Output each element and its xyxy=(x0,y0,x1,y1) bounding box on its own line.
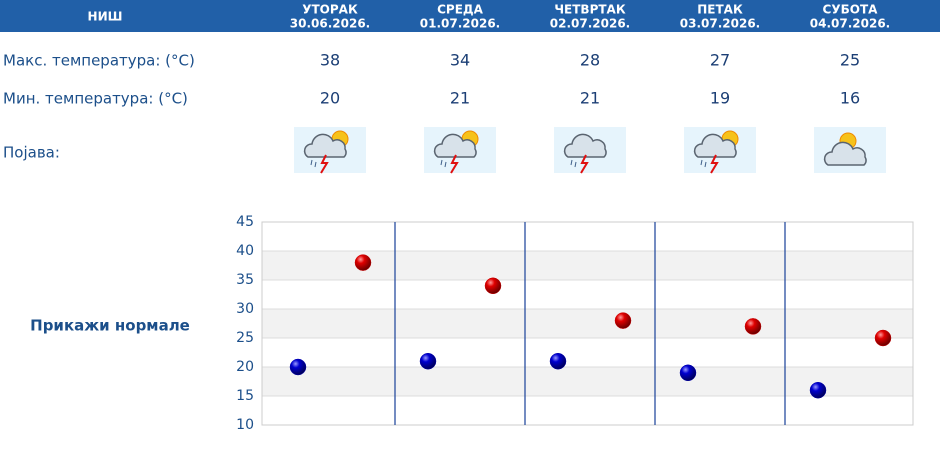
day-name: УТОРАК xyxy=(302,3,358,17)
cloud xyxy=(303,133,347,158)
min-point xyxy=(549,352,567,370)
max-point xyxy=(614,312,632,329)
weather-icon xyxy=(684,127,756,174)
day-name: ЧЕТВРТАК xyxy=(554,3,625,17)
rain xyxy=(310,159,313,166)
toggle-normals[interactable]: Прикажи нормале xyxy=(30,317,190,335)
max-temp: 38 xyxy=(320,51,340,70)
min-temp: 21 xyxy=(450,89,470,108)
plot-border xyxy=(261,221,914,426)
max-temp: 25 xyxy=(840,51,860,70)
weather-icon xyxy=(814,127,886,173)
lightning xyxy=(320,154,329,174)
max-temp: 27 xyxy=(710,51,730,70)
city: НИШ xyxy=(88,10,123,24)
rain xyxy=(574,161,577,168)
max-point xyxy=(874,329,892,347)
row-label: Мин. температура: (°C) xyxy=(3,90,188,108)
y-tick-label: 25 xyxy=(236,330,254,346)
max-point xyxy=(354,254,372,271)
min-point xyxy=(809,381,827,399)
max-point xyxy=(484,277,502,295)
rain xyxy=(704,161,707,168)
row-label: Појава: xyxy=(3,144,60,162)
y-tick-label: 45 xyxy=(236,214,254,230)
header-bar xyxy=(0,0,940,32)
rain xyxy=(314,161,317,168)
day-name: СРЕДА xyxy=(437,3,483,17)
y-tick-label: 30 xyxy=(236,301,254,317)
weather-icon xyxy=(294,127,366,174)
y-tick-label: 40 xyxy=(236,243,254,259)
band xyxy=(262,309,913,338)
day-date: 03.07.2026. xyxy=(680,17,760,31)
min-temp: 21 xyxy=(580,89,600,108)
weather-icon xyxy=(424,127,496,174)
day-name: СУБОТА xyxy=(823,3,879,17)
min-temp: 16 xyxy=(840,89,860,108)
cloud xyxy=(433,133,477,158)
lightning xyxy=(580,154,589,174)
min-point xyxy=(679,364,697,382)
rain xyxy=(570,159,573,166)
weather-icon xyxy=(554,127,626,174)
max-point xyxy=(744,318,762,335)
max-temp: 28 xyxy=(580,51,600,70)
rain xyxy=(444,161,447,168)
min-temp: 20 xyxy=(320,89,340,108)
max-temp: 34 xyxy=(450,51,470,70)
y-tick-label: 20 xyxy=(236,359,254,375)
day-name: ПЕТАК xyxy=(697,3,743,17)
y-tick-label: 35 xyxy=(236,272,254,288)
day-date: 04.07.2026. xyxy=(810,17,890,31)
lightning xyxy=(710,154,719,174)
band xyxy=(262,367,913,396)
cloud xyxy=(563,133,607,158)
day-date: 02.07.2026. xyxy=(550,17,630,31)
y-tick-label: 15 xyxy=(236,388,254,404)
rain xyxy=(440,159,443,166)
lightning xyxy=(450,154,459,174)
cloud xyxy=(693,133,737,158)
row-label: Макс. температура: (°C) xyxy=(3,52,195,70)
y-tick-label: 10 xyxy=(236,417,254,433)
min-point xyxy=(419,352,437,370)
rain xyxy=(700,159,703,166)
day-date: 01.07.2026. xyxy=(420,17,500,31)
min-point xyxy=(289,358,307,376)
cloud xyxy=(823,141,867,166)
day-date: 30.06.2026. xyxy=(290,17,370,31)
min-temp: 19 xyxy=(710,89,730,108)
